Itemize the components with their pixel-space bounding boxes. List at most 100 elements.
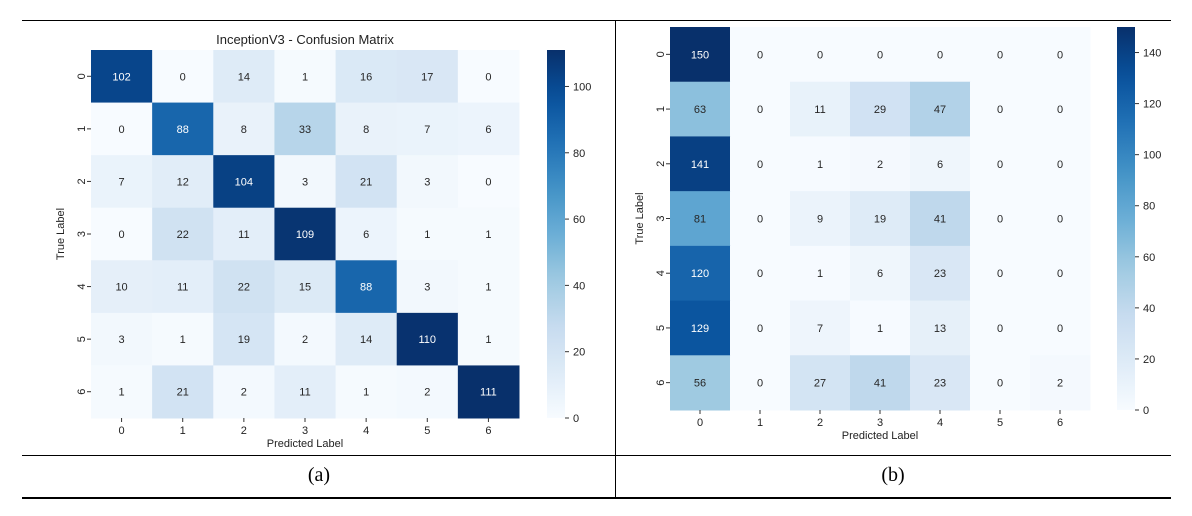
- cell-value-label: 0: [757, 378, 763, 390]
- cell-value-label: 10: [115, 282, 127, 294]
- colorbar-tick-label: 100: [1143, 150, 1161, 162]
- heatmap-cell: [730, 245, 791, 302]
- heatmap-cell: [850, 355, 911, 411]
- cell-value-label: 1: [302, 71, 308, 83]
- chart-title: InceptionV3 - Confusion Matrix: [216, 32, 394, 47]
- heatmap-cell: [910, 136, 971, 192]
- heatmap-cell: [1030, 81, 1091, 137]
- cell-value-label: 11: [299, 387, 310, 399]
- heatmap-cell: [274, 260, 337, 314]
- cell-value-label: 110: [419, 334, 437, 346]
- x-tick-label: 1: [180, 425, 186, 437]
- heatmap-cell: [91, 50, 153, 104]
- heatmap-cell: [850, 300, 911, 356]
- cell-value-label: 1: [817, 268, 823, 280]
- cell-value-label: 2: [302, 334, 308, 346]
- cell-value-label: 1: [424, 229, 430, 241]
- heatmap-cell: [152, 365, 214, 419]
- heatmap-cell: [670, 81, 731, 137]
- y-tick-label: 6: [76, 389, 88, 395]
- colorbar-tick-label: 0: [1143, 405, 1149, 417]
- heatmap-cell: [396, 260, 459, 314]
- cell-value-label: 2: [241, 387, 247, 399]
- cell-value-label: 56: [694, 378, 706, 390]
- cell-value-label: 7: [817, 323, 823, 335]
- heatmap-cell: [730, 81, 791, 137]
- cell-value-label: 6: [937, 159, 943, 171]
- heatmap-cell: [910, 191, 971, 247]
- heatmap-cell: [457, 260, 520, 314]
- y-tick-label: 5: [655, 325, 667, 331]
- heatmap-cell: [396, 312, 459, 366]
- cell-value-label: 47: [934, 104, 946, 116]
- x-tick-label: 1: [757, 417, 763, 429]
- y-axis-label: True Label: [55, 208, 67, 260]
- heatmap-cell: [335, 365, 398, 419]
- heatmap-cell: [850, 136, 911, 192]
- cell-value-label: 0: [757, 214, 763, 226]
- heatmap-cell: [91, 365, 153, 419]
- heatmap-cell: [910, 245, 971, 302]
- colorbar-tick-label: 40: [573, 280, 585, 292]
- cell-value-label: 0: [937, 49, 943, 61]
- cell-value-label: 41: [874, 378, 886, 390]
- x-tick-label: 0: [119, 425, 125, 437]
- x-tick-label: 3: [302, 425, 308, 437]
- cell-value-label: 11: [814, 104, 825, 116]
- heatmap-cell: [850, 81, 911, 137]
- y-tick-label: 2: [76, 178, 88, 184]
- cell-value-label: 41: [934, 214, 946, 226]
- heatmap-cell: [850, 191, 911, 247]
- caption-a: (a): [307, 464, 331, 486]
- cell-value-label: 8: [241, 124, 247, 136]
- cell-value-label: 27: [814, 378, 826, 390]
- cell-value-label: 6: [877, 268, 883, 280]
- cell-value-label: 109: [296, 229, 314, 241]
- cell-value-label: 1: [485, 282, 491, 294]
- heatmap-cell: [670, 300, 731, 356]
- cell-value-label: 0: [1057, 49, 1063, 61]
- cell-value-label: 88: [360, 282, 372, 294]
- heatmap-cell: [730, 191, 791, 247]
- heatmap-cell: [970, 27, 1031, 83]
- heatmap-cell: [91, 312, 153, 366]
- heatmap-cell: [970, 81, 1031, 137]
- cell-value-label: 0: [757, 104, 763, 116]
- cell-value-label: 0: [757, 159, 763, 171]
- heatmap-cell: [790, 27, 851, 83]
- heatmap-cell: [670, 136, 731, 192]
- cell-value-label: 16: [360, 71, 372, 83]
- cell-value-label: 0: [997, 49, 1003, 61]
- heatmap-cell: [213, 365, 275, 419]
- heatmap-cell: [457, 207, 520, 261]
- colorbar: [1117, 27, 1135, 410]
- heatmap-cell: [850, 27, 911, 83]
- cell-value-label: 0: [997, 323, 1003, 335]
- heatmap-cell: [1030, 245, 1091, 302]
- y-tick-label: 2: [655, 161, 667, 167]
- heatmap-cell: [730, 27, 791, 83]
- heatmap-cell: [213, 260, 275, 314]
- heatmap-cell: [335, 155, 398, 209]
- heatmap-cell: [970, 191, 1031, 247]
- cell-value-label: 0: [997, 268, 1003, 280]
- heatmap-cell: [730, 300, 791, 356]
- heatmap-cell: [1030, 300, 1091, 356]
- cell-value-label: 22: [238, 282, 250, 294]
- y-tick-label: 0: [655, 51, 667, 57]
- cell-value-label: 63: [694, 104, 706, 116]
- heatmap-cell: [910, 300, 971, 356]
- cell-value-label: 0: [119, 124, 125, 136]
- cell-value-label: 15: [299, 282, 311, 294]
- heatmap-cell: [790, 136, 851, 192]
- cell-value-label: 2: [424, 387, 430, 399]
- cell-value-label: 0: [1057, 214, 1063, 226]
- heatmap-cell: [91, 207, 153, 261]
- colorbar-tick-label: 80: [1143, 201, 1155, 213]
- heatmap-cell: [670, 355, 731, 411]
- heatmap-cell: [274, 312, 337, 366]
- cell-value-label: 111: [480, 387, 497, 399]
- heatmap-cell: [152, 50, 214, 104]
- heatmap-cell: [1030, 355, 1091, 411]
